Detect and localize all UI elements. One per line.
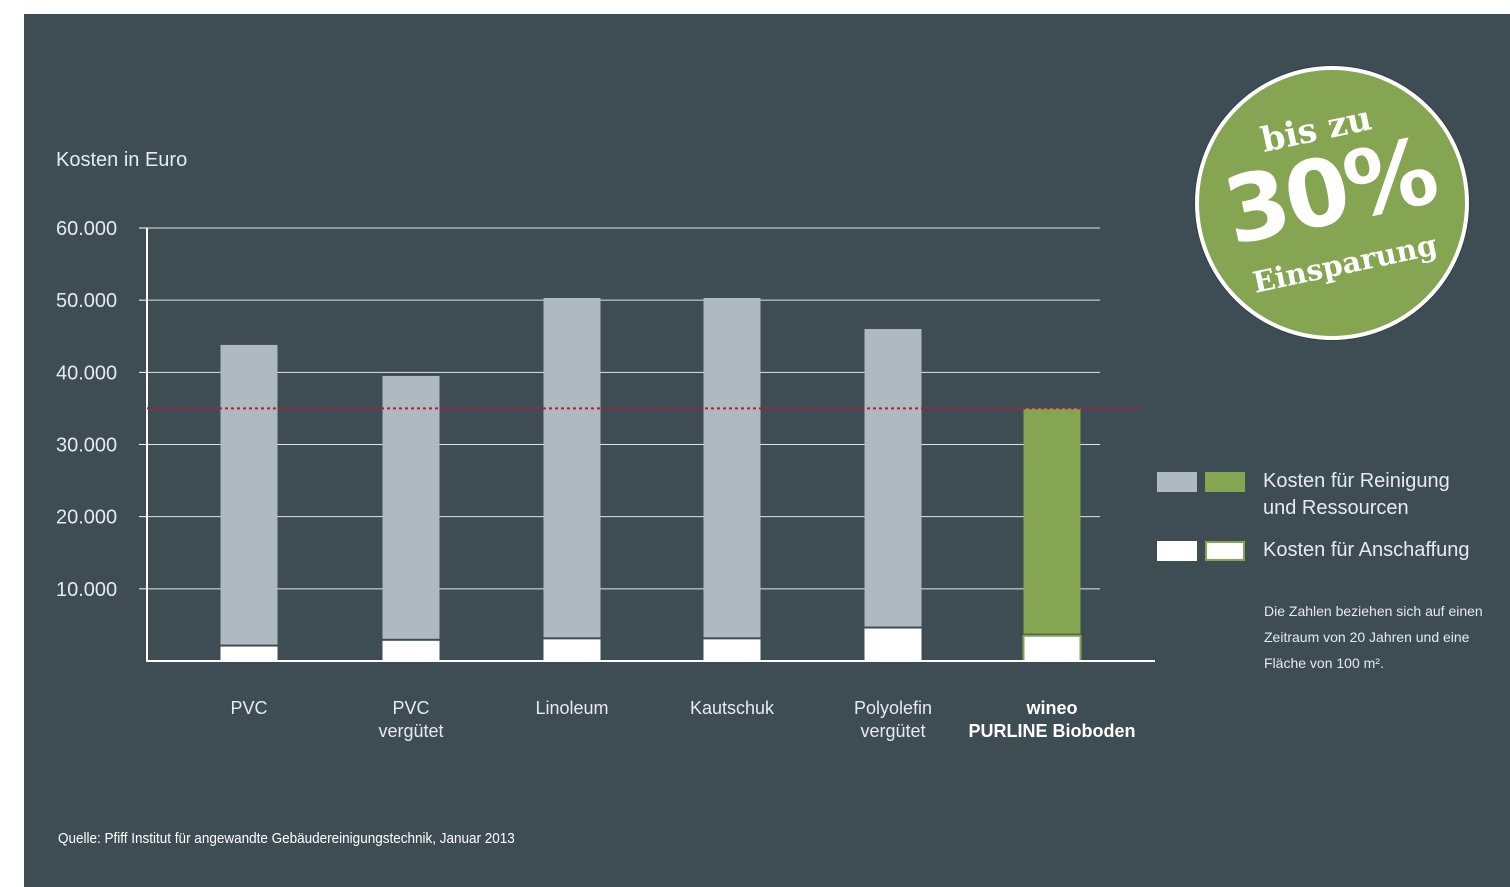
legend-label-cleaning-line2: und Ressourcen xyxy=(1263,497,1409,519)
y-tick-label: 40.000 xyxy=(56,362,117,384)
y-axis-title: Kosten in Euro xyxy=(56,149,188,171)
bar-purchase xyxy=(543,639,601,661)
x-tick-label: Polyolefin xyxy=(854,698,932,718)
bar-purchase xyxy=(1022,634,1082,662)
savings-badge: bis zu 30% Einsparung xyxy=(1195,66,1469,340)
bar-cleaning xyxy=(220,344,278,645)
legend-swatch-white-green xyxy=(1205,541,1245,561)
legend-swatch-grey xyxy=(1157,472,1197,492)
bar-purchase xyxy=(703,639,761,661)
source-citation: Quelle: Pfiff Institut für angewandte Ge… xyxy=(58,830,515,847)
y-tick-label: 20.000 xyxy=(56,507,117,529)
x-tick-label-line2: vergütet xyxy=(860,721,925,741)
bar-cleaning xyxy=(543,298,601,638)
x-tick-label: PVC xyxy=(230,698,267,718)
bar-cleaning xyxy=(1023,408,1081,634)
legend-label-cleaning: Kosten für Reinigung und Ressourcen xyxy=(1263,468,1450,522)
bar-cleaning xyxy=(382,375,440,639)
x-tick-label: wineo xyxy=(1025,698,1077,718)
x-tick-label-line2: vergütet xyxy=(378,721,443,741)
x-tick-label: Kautschuk xyxy=(690,698,775,718)
x-tick-label-line2: PURLINE Bioboden xyxy=(969,721,1136,741)
legend-swatch-green xyxy=(1205,472,1245,492)
bar-purchase xyxy=(864,628,922,661)
bar-purchase xyxy=(220,646,278,661)
legend-item-cleaning: Kosten für Reinigung und Ressourcen xyxy=(1157,470,1450,522)
footnote: Die Zahlen beziehen sich auf einen Zeitr… xyxy=(1264,603,1483,671)
bar-cleaning xyxy=(864,329,922,627)
y-tick-label: 60.000 xyxy=(56,218,117,240)
y-tick-label: 10.000 xyxy=(56,579,117,601)
legend-label-purchase: Kosten für Anschaffung xyxy=(1263,539,1470,561)
y-tick-label: 30.000 xyxy=(56,435,117,457)
legend-swatch-white xyxy=(1157,541,1197,561)
x-tick-label: PVC xyxy=(392,698,429,718)
y-tick-label: 50.000 xyxy=(56,290,117,312)
legend-item-purchase: Kosten für Anschaffung xyxy=(1157,539,1469,564)
x-tick-label: Linoleum xyxy=(535,698,608,718)
bar-cleaning xyxy=(703,298,761,638)
bar-purchase xyxy=(382,640,440,661)
legend-label-cleaning-line1: Kosten für Reinigung xyxy=(1263,470,1450,492)
